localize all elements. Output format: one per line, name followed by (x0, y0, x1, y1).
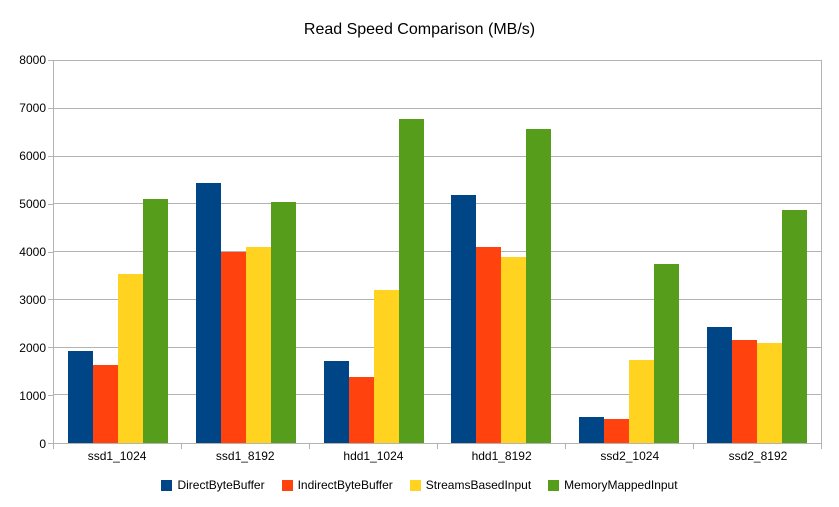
y-tick-mark (48, 203, 53, 205)
plot-area (53, 60, 822, 444)
bar-StreamsBasedInput-ssd1_1024 (117, 273, 143, 443)
legend-label-DirectByteBuffer: DirectByteBuffer (177, 478, 265, 492)
y-tick-mark (48, 299, 53, 301)
gridline-1000 (54, 394, 821, 396)
gridline-4000 (54, 251, 821, 252)
legend-item-IndirectByteBuffer: IndirectByteBuffer (281, 478, 393, 492)
bar-group-ssd1_1024 (54, 61, 182, 443)
legend-label-IndirectByteBuffer: IndirectByteBuffer (297, 478, 393, 492)
bar-StreamsBasedInput-ssd1_8192 (245, 247, 271, 443)
gridline-7000 (54, 107, 821, 109)
bar-MemoryMappedInput-ssd2_1024 (654, 263, 680, 443)
bar-StreamsBasedInput-hdd1_1024 (373, 290, 399, 443)
x-tick-mark (437, 444, 438, 449)
bar-group-hdd1_1024 (310, 61, 438, 443)
y-tick-label-3000: 3000 (19, 293, 46, 307)
y-tick-mark (48, 107, 53, 109)
x-category-label-ssd2_1024: ssd2_1024 (600, 449, 660, 463)
y-tick-label-7000: 7000 (19, 101, 46, 115)
x-category-label-ssd1_8192: ssd1_8192 (215, 449, 275, 463)
y-tick-mark (48, 347, 53, 349)
y-axis: 0 1000 2000 3000 4000 5000 6000 7000 8000 (0, 54, 46, 450)
x-axis-labels: ssd1_1024 ssd1_8192 hdd1_1024 hdd1_8192 ssd2… (53, 449, 822, 463)
bar-group-ssd2_8192 (693, 61, 821, 443)
bar-DirectByteBuffer-hdd1_1024 (323, 360, 349, 443)
x-tick-mark (309, 444, 310, 449)
x-category-label-hdd1_8192: hdd1_8192 (471, 449, 532, 463)
x-tick-mark (53, 444, 54, 449)
bar-MemoryMappedInput-hdd1_1024 (398, 119, 424, 443)
bar-MemoryMappedInput-ssd1_8192 (270, 201, 296, 443)
chart-title: Read Speed Comparison (MB/s) (303, 21, 536, 38)
bar-IndirectByteBuffer-hdd1_8192 (476, 247, 502, 443)
bar-StreamsBasedInput-ssd2_1024 (629, 360, 655, 443)
y-tick-mark (48, 251, 53, 253)
bar-DirectByteBuffer-hdd1_8192 (451, 194, 477, 443)
legend-swatch-icon (548, 479, 560, 491)
legend-item-MemoryMappedInput: MemoryMappedInput (548, 478, 678, 492)
y-tick-label-5000: 5000 (19, 197, 46, 211)
legend: DirectByteBuffer IndirectByteBuffer Stream… (0, 478, 839, 492)
x-category-label-ssd2_8192: ssd2_8192 (728, 449, 788, 463)
gridline-6000 (54, 155, 821, 157)
bar-IndirectByteBuffer-hdd1_1024 (348, 377, 374, 443)
bar-IndirectByteBuffer-ssd1_8192 (220, 252, 246, 443)
bar-StreamsBasedInput-hdd1_8192 (501, 256, 527, 443)
legend-swatch-icon (161, 479, 173, 491)
y-tick-mark (48, 60, 53, 61)
bar-DirectByteBuffer-ssd2_8192 (707, 326, 733, 443)
y-tick-label-2000: 2000 (19, 341, 46, 355)
y-tick-label-4000: 4000 (19, 245, 46, 259)
y-tick-label-8000: 8000 (19, 53, 46, 67)
y-tick-mark (48, 443, 53, 444)
gridline-3000 (54, 298, 821, 300)
legend-swatch-icon (281, 479, 293, 491)
bar-MemoryMappedInput-hdd1_8192 (526, 129, 552, 443)
y-tick-mark (48, 155, 53, 157)
x-tick-mark (693, 444, 694, 449)
y-tick-label-0: 0 (39, 437, 46, 451)
bar-IndirectByteBuffer-ssd2_8192 (732, 340, 758, 443)
gridline-5000 (54, 203, 821, 205)
x-tick-mark (181, 444, 182, 449)
legend-item-StreamsBasedInput: StreamsBasedInput (409, 478, 532, 492)
bar-IndirectByteBuffer-ssd2_1024 (604, 419, 630, 443)
x-tick-mark (565, 444, 566, 449)
bar-MemoryMappedInput-ssd1_1024 (142, 199, 168, 443)
legend-swatch-icon (409, 479, 421, 491)
x-tick-mark (821, 444, 822, 449)
bar-groups (54, 61, 821, 443)
x-category-label-ssd1_1024: ssd1_1024 (87, 449, 147, 463)
bar-IndirectByteBuffer-ssd1_1024 (92, 365, 118, 443)
legend-item-DirectByteBuffer: DirectByteBuffer (161, 478, 265, 492)
x-category-label-hdd1_1024: hdd1_1024 (343, 449, 404, 463)
gridline-2000 (54, 346, 821, 348)
y-tick-label-1000: 1000 (19, 389, 46, 403)
bar-group-ssd2_1024 (565, 61, 693, 443)
bar-group-hdd1_8192 (437, 61, 565, 443)
y-tick-mark (48, 395, 53, 397)
legend-label-MemoryMappedInput: MemoryMappedInput (564, 478, 678, 492)
bar-DirectByteBuffer-ssd1_1024 (67, 351, 93, 443)
bar-DirectByteBuffer-ssd1_8192 (195, 182, 221, 443)
bar-DirectByteBuffer-ssd2_1024 (579, 417, 605, 443)
y-tick-label-6000: 6000 (19, 149, 46, 163)
legend-label-StreamsBasedInput: StreamsBasedInput (425, 478, 532, 492)
bar-MemoryMappedInput-ssd2_8192 (782, 209, 808, 443)
bar-StreamsBasedInput-ssd2_8192 (757, 342, 783, 443)
bar-group-ssd1_8192 (182, 61, 310, 443)
